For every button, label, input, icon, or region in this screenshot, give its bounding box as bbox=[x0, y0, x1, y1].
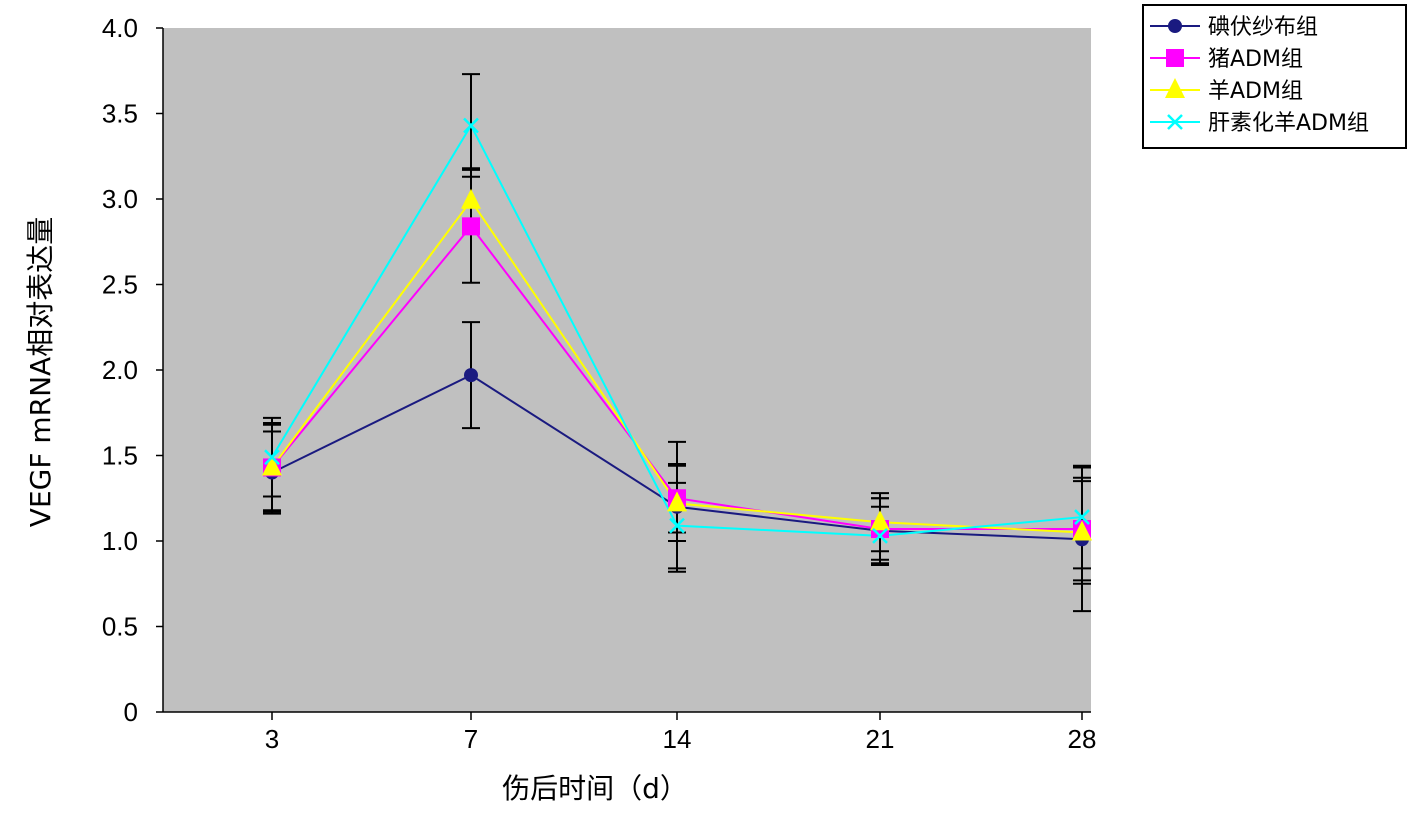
legend-swatch-marker bbox=[1165, 78, 1185, 98]
y-tick-label: 1.5 bbox=[102, 441, 138, 471]
legend-label: 肝素化羊ADM组 bbox=[1208, 111, 1369, 136]
legend-swatch-marker bbox=[1166, 49, 1184, 67]
legend-label: 羊ADM组 bbox=[1208, 79, 1303, 104]
y-tick-label: 3.5 bbox=[102, 99, 138, 129]
data-point-series-3 bbox=[264, 449, 280, 466]
data-point-series-3 bbox=[463, 117, 479, 134]
data-point-series-2 bbox=[870, 510, 890, 531]
x-tick-label: 21 bbox=[866, 724, 895, 754]
data-point-series-2 bbox=[461, 188, 481, 209]
y-axis-ticks: 0 0.5 1.0 1.5 2.0 2.5 3.0 3.5 4.0 bbox=[102, 13, 163, 727]
legend-label: 碘伏纱布组 bbox=[1208, 15, 1318, 40]
x-tick-label: 7 bbox=[464, 724, 478, 754]
data-point-series-2 bbox=[262, 455, 282, 476]
y-tick-label: 3.0 bbox=[102, 184, 138, 214]
data-point-series-3 bbox=[1074, 509, 1090, 525]
legend-swatch-marker bbox=[1167, 114, 1183, 130]
data-point-series-3 bbox=[872, 527, 888, 544]
x-tick-label: 14 bbox=[663, 724, 692, 754]
data-point-series-2 bbox=[667, 491, 687, 512]
y-axis-title: VEGF mRNA相对表达量 bbox=[24, 217, 57, 527]
x-tick-label: 3 bbox=[265, 724, 279, 754]
data-point-series-3 bbox=[669, 517, 685, 534]
x-axis-title: 伤后时间（d） bbox=[502, 772, 688, 805]
y-tick-label: 0.5 bbox=[102, 612, 138, 642]
series-layer bbox=[262, 73, 1092, 613]
legend-label: 猪ADM组 bbox=[1208, 47, 1303, 72]
y-tick-label: 1.0 bbox=[102, 526, 138, 556]
legend-swatch-marker bbox=[1168, 19, 1182, 33]
x-axis-ticks: 3 7 14 21 28 bbox=[265, 712, 1097, 754]
y-tick-label: 0 bbox=[124, 697, 138, 727]
plot-area bbox=[163, 28, 1091, 712]
y-tick-label: 4.0 bbox=[102, 13, 138, 43]
x-tick-label: 28 bbox=[1068, 724, 1097, 754]
legend-box bbox=[1142, 4, 1407, 149]
data-point-series-1 bbox=[462, 217, 480, 236]
y-tick-label: 2.0 bbox=[102, 355, 138, 385]
data-point-series-2 bbox=[1072, 520, 1092, 541]
data-point-series-0 bbox=[464, 368, 478, 383]
y-tick-label: 2.5 bbox=[102, 270, 138, 300]
